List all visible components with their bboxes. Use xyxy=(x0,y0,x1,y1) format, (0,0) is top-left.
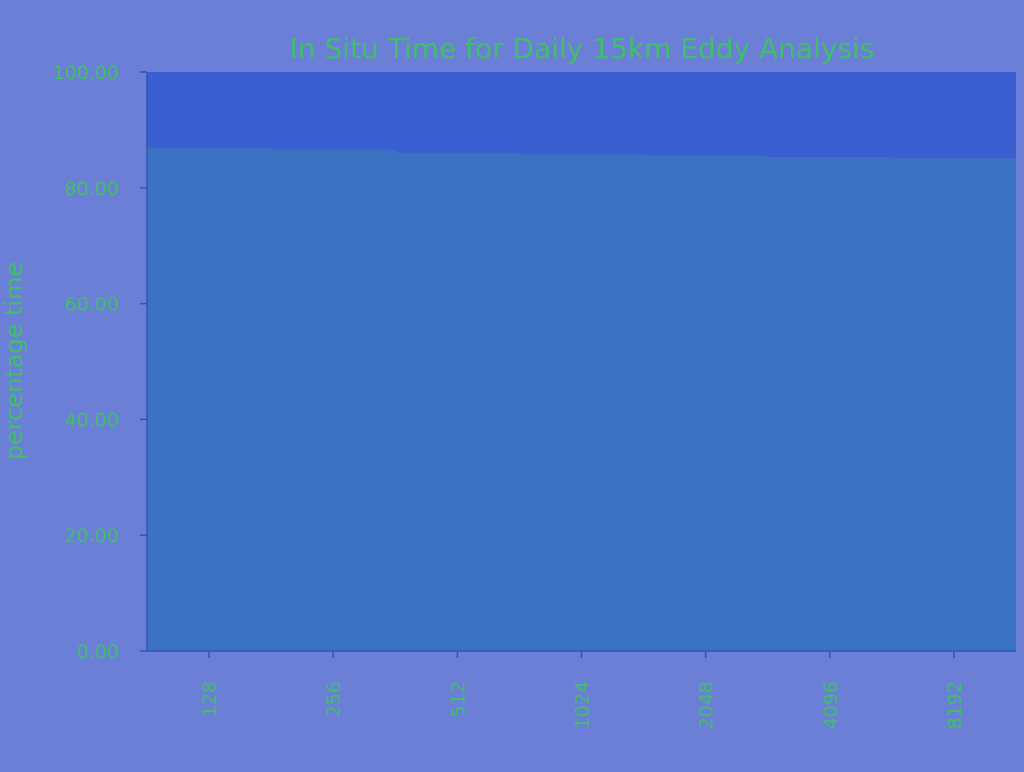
x-tick-label: 4096 xyxy=(820,681,842,729)
y-axis-label: percentage time xyxy=(0,262,28,460)
y-tick-label: 80.00 xyxy=(65,178,119,200)
bars-layer xyxy=(147,147,1016,652)
bar-4096 xyxy=(767,157,892,652)
y-tick-label: 20.00 xyxy=(65,525,119,547)
bar-128 xyxy=(147,147,272,651)
x-tick-label: 512 xyxy=(447,681,469,717)
bar-1024 xyxy=(519,154,644,651)
chart-title: In Situ Time for Daily 15km Eddy Analysi… xyxy=(290,32,875,65)
y-tick-label: 100.00 xyxy=(53,62,119,84)
bar-2048 xyxy=(643,155,768,651)
y-tick-label: 60.00 xyxy=(65,294,119,316)
y-tick-label: 0.00 xyxy=(77,641,119,663)
x-tick-label: 2048 xyxy=(696,681,718,729)
bar-256 xyxy=(271,149,396,651)
bar-512 xyxy=(395,152,520,652)
x-tick-label: 128 xyxy=(199,681,221,717)
y-tick-label: 40.00 xyxy=(65,409,119,431)
axes-layer: 0.00 20.00 40.00 60.00 80.00 100.00 128 256 512 1… xyxy=(53,62,1016,729)
bar-8192 xyxy=(891,158,1016,651)
x-tick-label: 8192 xyxy=(944,681,966,729)
x-tick-label: 1024 xyxy=(572,681,594,729)
x-tick-label: 256 xyxy=(323,681,345,717)
